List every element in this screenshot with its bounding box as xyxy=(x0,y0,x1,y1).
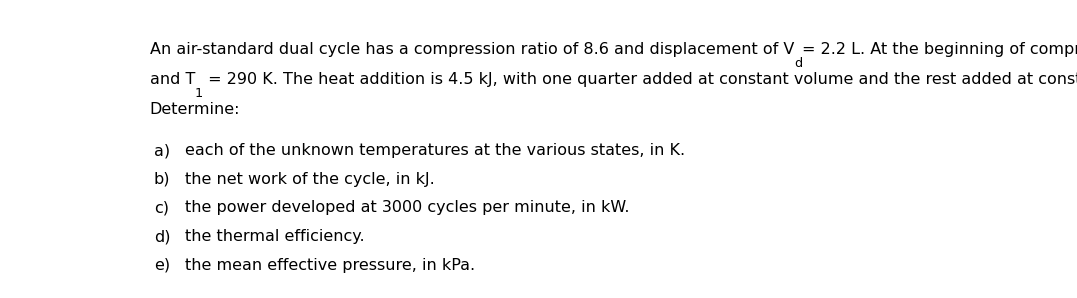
Text: d): d) xyxy=(154,229,170,244)
Text: Determine:: Determine: xyxy=(150,102,240,117)
Text: c): c) xyxy=(154,201,169,215)
Text: b): b) xyxy=(154,172,170,187)
Text: e): e) xyxy=(154,258,170,273)
Text: and T: and T xyxy=(150,72,195,87)
Text: = 290 K. The heat addition is 4.5 kJ, with one quarter added at constant volume : = 290 K. The heat addition is 4.5 kJ, wi… xyxy=(204,72,1077,87)
Text: 1: 1 xyxy=(195,86,204,100)
Text: An air-standard dual cycle has a compression ratio of 8.6 and displacement of V: An air-standard dual cycle has a compres… xyxy=(150,42,794,57)
Text: each of the unknown temperatures at the various states, in K.: each of the unknown temperatures at the … xyxy=(185,143,685,158)
Text: the power developed at 3000 cycles per minute, in kW.: the power developed at 3000 cycles per m… xyxy=(185,201,629,215)
Text: a): a) xyxy=(154,143,170,158)
Text: the thermal efficiency.: the thermal efficiency. xyxy=(185,229,364,244)
Text: the mean effective pressure, in kPa.: the mean effective pressure, in kPa. xyxy=(185,258,475,273)
Text: the net work of the cycle, in kJ.: the net work of the cycle, in kJ. xyxy=(185,172,434,187)
Text: d: d xyxy=(794,57,802,70)
Text: = 2.2 L. At the beginning of compression, p: = 2.2 L. At the beginning of compression… xyxy=(802,42,1077,57)
